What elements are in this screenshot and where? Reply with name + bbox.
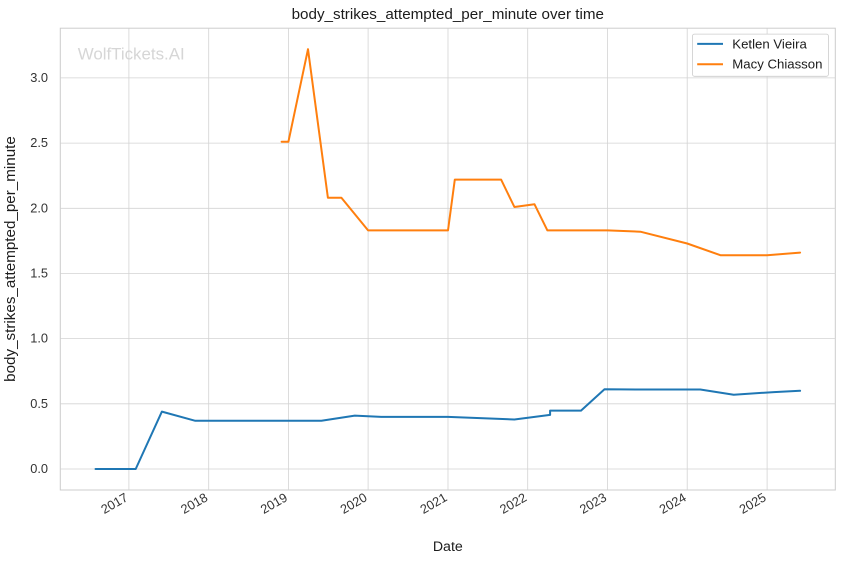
svg-text:Date: Date (433, 539, 463, 555)
svg-text:0.5: 0.5 (30, 396, 48, 411)
svg-text:WolfTickets.AI: WolfTickets.AI (78, 45, 185, 64)
svg-text:0.0: 0.0 (30, 461, 48, 476)
svg-text:1.0: 1.0 (30, 331, 48, 346)
svg-text:2.0: 2.0 (30, 200, 48, 215)
svg-text:body_strikes_attempted_per_min: body_strikes_attempted_per_minute over t… (292, 6, 604, 23)
svg-text:Macy Chiasson: Macy Chiasson (732, 57, 822, 72)
svg-text:body_strikes_attempted_per_min: body_strikes_attempted_per_minute (2, 136, 19, 382)
svg-text:2.5: 2.5 (30, 135, 48, 150)
svg-text:3.0: 3.0 (30, 70, 48, 85)
svg-text:Ketlen Vieira: Ketlen Vieira (732, 36, 807, 51)
svg-text:1.5: 1.5 (30, 265, 48, 280)
